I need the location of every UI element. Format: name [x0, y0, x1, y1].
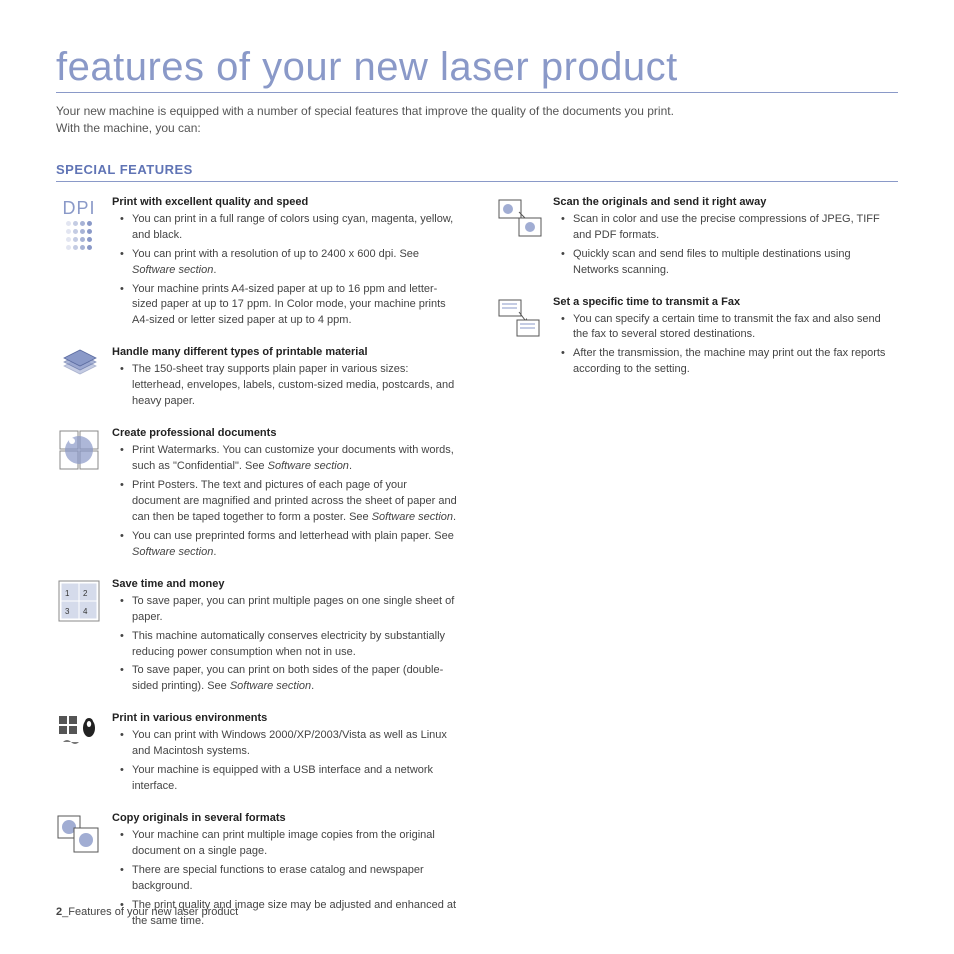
intro-line-1: Your new machine is equipped with a numb… [56, 104, 674, 118]
feature-block: Scan the originals and send it right awa… [497, 196, 898, 282]
feature-block: 1 2 3 4 Save time and money To save paper,… [56, 578, 457, 699]
feature-bullet: Your machine can print multiple image co… [124, 828, 457, 860]
intro-text: Your new machine is equipped with a numb… [56, 103, 898, 138]
svg-text:2: 2 [83, 589, 88, 598]
feature-bullet: After the transmission, the machine may … [565, 346, 898, 378]
paper-stack-icon [58, 348, 100, 386]
feature-block: DPI Print with excellent quality and spe… [56, 196, 457, 333]
feature-body: Set a specific time to transmit a Fax You… [553, 296, 898, 382]
feature-heading: Set a specific time to transmit a Fax [553, 296, 898, 308]
footer-text: _Features of your new laser product [62, 906, 238, 918]
copy-icon [56, 814, 102, 854]
feature-bullet: You can specify a certain time to transm… [565, 312, 898, 344]
feature-bullet: You can print with Windows 2000/XP/2003/… [124, 728, 457, 760]
feature-body: Print with excellent quality and speed Yo… [112, 196, 457, 333]
dpi-icon: DPI [62, 198, 95, 251]
feature-heading: Print in various environments [112, 712, 457, 724]
feature-block: Create professional documents Print Water… [56, 427, 457, 564]
section-title: SPECIAL FEATURES [56, 162, 898, 182]
feature-icon [56, 712, 102, 798]
features-column-left: DPI Print with excellent quality and spe… [56, 196, 457, 947]
feature-icon [56, 346, 102, 413]
feature-icon [497, 196, 543, 282]
feature-bullets: The 150-sheet tray supports plain paper … [112, 362, 457, 410]
feature-heading: Create professional documents [112, 427, 457, 439]
feature-body: Create professional documents Print Water… [112, 427, 457, 564]
feature-heading: Print with excellent quality and speed [112, 196, 457, 208]
svg-text:4: 4 [83, 607, 88, 616]
feature-bullet: The 150-sheet tray supports plain paper … [124, 362, 457, 410]
feature-bullet: Your machine is equipped with a USB inte… [124, 763, 457, 795]
feature-bullets: To save paper, you can print multiple pa… [112, 594, 457, 696]
feature-block: Handle many different types of printable… [56, 346, 457, 413]
feature-bullets: Scan in color and use the precise compre… [553, 212, 898, 279]
feature-bullet: This machine automatically conserves ele… [124, 629, 457, 661]
feature-bullet: To save paper, you can print on both sid… [124, 663, 457, 695]
scan-icon [497, 198, 543, 238]
svg-text:3: 3 [65, 607, 70, 616]
feature-bullet: Your machine prints A4-sized paper at up… [124, 282, 457, 330]
feature-bullets: Print Watermarks. You can customize your… [112, 443, 457, 561]
feature-bullet: You can print in a full range of colors … [124, 212, 457, 244]
feature-bullet: Print Posters. The text and pictures of … [124, 478, 457, 526]
feature-bullets: You can print in a full range of colors … [112, 212, 457, 330]
os-icon [57, 714, 101, 752]
feature-block: Set a specific time to transmit a Fax You… [497, 296, 898, 382]
feature-bullet: Scan in color and use the precise compre… [565, 212, 898, 244]
fax-icon [497, 298, 543, 342]
page-title: features of your new laser product [56, 45, 898, 93]
feature-heading: Save time and money [112, 578, 457, 590]
feature-bullet: You can use preprinted forms and letterh… [124, 529, 457, 561]
feature-bullet: Print Watermarks. You can customize your… [124, 443, 457, 475]
nup-icon: 1 2 3 4 [58, 580, 100, 622]
feature-icon [497, 296, 543, 382]
feature-body: Save time and money To save paper, you ca… [112, 578, 457, 699]
feature-bullet: Quickly scan and send files to multiple … [565, 247, 898, 279]
feature-icon [56, 427, 102, 564]
feature-body: Handle many different types of printable… [112, 346, 457, 413]
watermark-icon [58, 429, 100, 471]
feature-bullet: There are special functions to erase cat… [124, 863, 457, 895]
feature-body: Scan the originals and send it right awa… [553, 196, 898, 282]
feature-heading: Handle many different types of printable… [112, 346, 457, 358]
feature-icon: 1 2 3 4 [56, 578, 102, 699]
feature-bullets: You can specify a certain time to transm… [553, 312, 898, 379]
feature-bullets: You can print with Windows 2000/XP/2003/… [112, 728, 457, 795]
feature-block: Print in various environments You can pri… [56, 712, 457, 798]
features-columns: DPI Print with excellent quality and spe… [56, 196, 898, 947]
feature-bullet: You can print with a resolution of up to… [124, 247, 457, 279]
feature-heading: Scan the originals and send it right awa… [553, 196, 898, 208]
page-footer: 2_Features of your new laser product [56, 906, 238, 918]
feature-icon: DPI [56, 196, 102, 333]
svg-text:1: 1 [65, 589, 70, 598]
intro-line-2: With the machine, you can: [56, 121, 201, 135]
feature-bullet: To save paper, you can print multiple pa… [124, 594, 457, 626]
feature-body: Print in various environments You can pri… [112, 712, 457, 798]
feature-heading: Copy originals in several formats [112, 812, 457, 824]
features-column-right: Scan the originals and send it right awa… [497, 196, 898, 947]
